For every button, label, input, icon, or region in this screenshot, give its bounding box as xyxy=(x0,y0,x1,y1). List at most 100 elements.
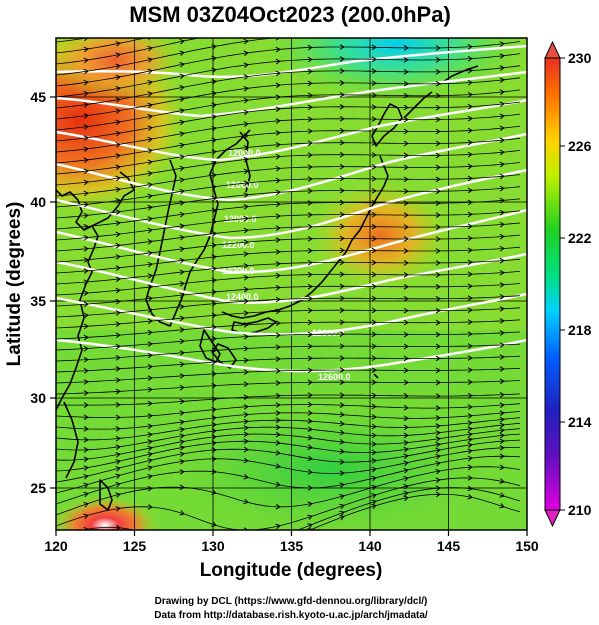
wind-arrow xyxy=(275,118,281,124)
wind-arrow xyxy=(403,432,409,439)
wind-arrow xyxy=(115,276,121,283)
wind-arrow xyxy=(211,447,217,453)
tick-marks xyxy=(50,96,528,536)
wind-arrow xyxy=(467,91,473,98)
wind-arrow xyxy=(147,91,153,97)
wind-arrow xyxy=(435,453,441,460)
wind-arrow xyxy=(243,156,249,163)
wind-arrow xyxy=(147,216,153,222)
wind-arrow xyxy=(115,265,121,271)
wind-arrow xyxy=(147,45,153,52)
wind-arrow xyxy=(243,425,249,431)
wind-arrow xyxy=(435,295,441,302)
wind-arrow xyxy=(275,201,281,208)
wind-arrow xyxy=(115,164,121,170)
wind-arrow xyxy=(307,247,313,254)
wind-arrow xyxy=(275,284,281,291)
wind-arrow xyxy=(83,157,89,164)
wind-arrow xyxy=(499,245,505,252)
wind-arrow xyxy=(499,391,505,398)
wind-arrow xyxy=(467,163,473,170)
wind-arrow xyxy=(179,50,185,57)
wind-arrow xyxy=(435,68,441,75)
wind-arrow xyxy=(211,489,217,495)
wind-arrow xyxy=(371,128,377,134)
wind-arrow xyxy=(179,315,185,322)
wind-arrow xyxy=(211,406,217,413)
wind-arrow xyxy=(339,283,345,290)
wind-arrow xyxy=(371,259,377,266)
wind-arrow xyxy=(83,473,89,480)
wind-arrow xyxy=(243,121,249,128)
streamline xyxy=(56,428,521,461)
wind-arrow xyxy=(147,341,153,347)
wind-arrow xyxy=(115,119,121,126)
wind-arrow xyxy=(307,367,313,374)
wind-arrow xyxy=(243,62,249,68)
wind-arrow xyxy=(435,260,441,266)
wind-arrow xyxy=(499,478,505,484)
wind-arrow xyxy=(211,359,217,366)
wind-arrow xyxy=(499,342,505,348)
wind-arrow xyxy=(307,283,313,290)
wind-arrow xyxy=(339,510,345,517)
wind-arrow xyxy=(115,332,121,339)
wind-arrow xyxy=(403,468,409,474)
wind-arrow xyxy=(115,366,121,372)
height-contours xyxy=(56,44,527,373)
wind-arrow xyxy=(435,224,441,230)
wind-arrow xyxy=(467,455,473,462)
wind-arrow xyxy=(179,234,185,241)
streamline xyxy=(56,246,521,274)
y-tick-labels: 25 30 35 40 45 xyxy=(30,89,46,496)
wind-arrow xyxy=(275,410,281,416)
wind-arrow xyxy=(339,56,345,62)
wind-arrow xyxy=(83,146,89,152)
wind-arrow xyxy=(307,128,313,135)
wind-arrow xyxy=(339,199,345,206)
streamline xyxy=(56,198,521,230)
x-tick-label: 125 xyxy=(123,538,147,554)
wind-arrow xyxy=(371,499,377,506)
wind-arrow xyxy=(179,188,185,195)
wind-arrow xyxy=(179,361,185,368)
wind-arrow xyxy=(339,448,345,455)
wind-arrow xyxy=(435,447,441,454)
wind-arrow xyxy=(467,151,473,158)
wind-arrow xyxy=(467,442,473,448)
wind-arrow xyxy=(403,490,409,497)
wind-arrow xyxy=(275,308,281,315)
wind-arrow xyxy=(147,439,153,445)
wind-arrow xyxy=(179,373,185,379)
wind-arrow xyxy=(211,468,217,475)
wind-arrow xyxy=(275,237,281,243)
streamline xyxy=(56,417,521,441)
x-axis-label: Longitude (degrees) xyxy=(200,560,383,581)
wind-arrow xyxy=(147,79,153,86)
wind-arrow xyxy=(499,197,505,204)
wind-arrow xyxy=(499,503,505,509)
wind-arrow xyxy=(243,381,249,387)
wind-arrow xyxy=(147,284,153,291)
wind-arrow xyxy=(275,38,281,41)
wind-arrow xyxy=(115,74,121,81)
wind-arrow xyxy=(371,379,377,386)
wind-arrow xyxy=(243,457,249,464)
wind-arrow xyxy=(307,307,313,314)
wind-arrow xyxy=(147,504,153,510)
colorbar-tick-label: 230 xyxy=(568,50,592,66)
wind-arrow xyxy=(179,142,185,149)
wind-arrow xyxy=(243,446,249,453)
wind-arrow xyxy=(467,247,473,254)
wind-arrow xyxy=(275,402,281,408)
wind-arrow xyxy=(371,441,377,447)
contour-label: 12200.0 xyxy=(222,266,255,276)
streamline xyxy=(309,493,521,530)
wind-arrow xyxy=(339,139,345,146)
streamline xyxy=(56,125,521,164)
wind-arrow xyxy=(115,63,121,70)
wind-arrow xyxy=(499,89,505,96)
wind-arrow xyxy=(403,68,409,75)
wind-arrow xyxy=(83,268,89,274)
wind-arrow xyxy=(84,543,88,548)
